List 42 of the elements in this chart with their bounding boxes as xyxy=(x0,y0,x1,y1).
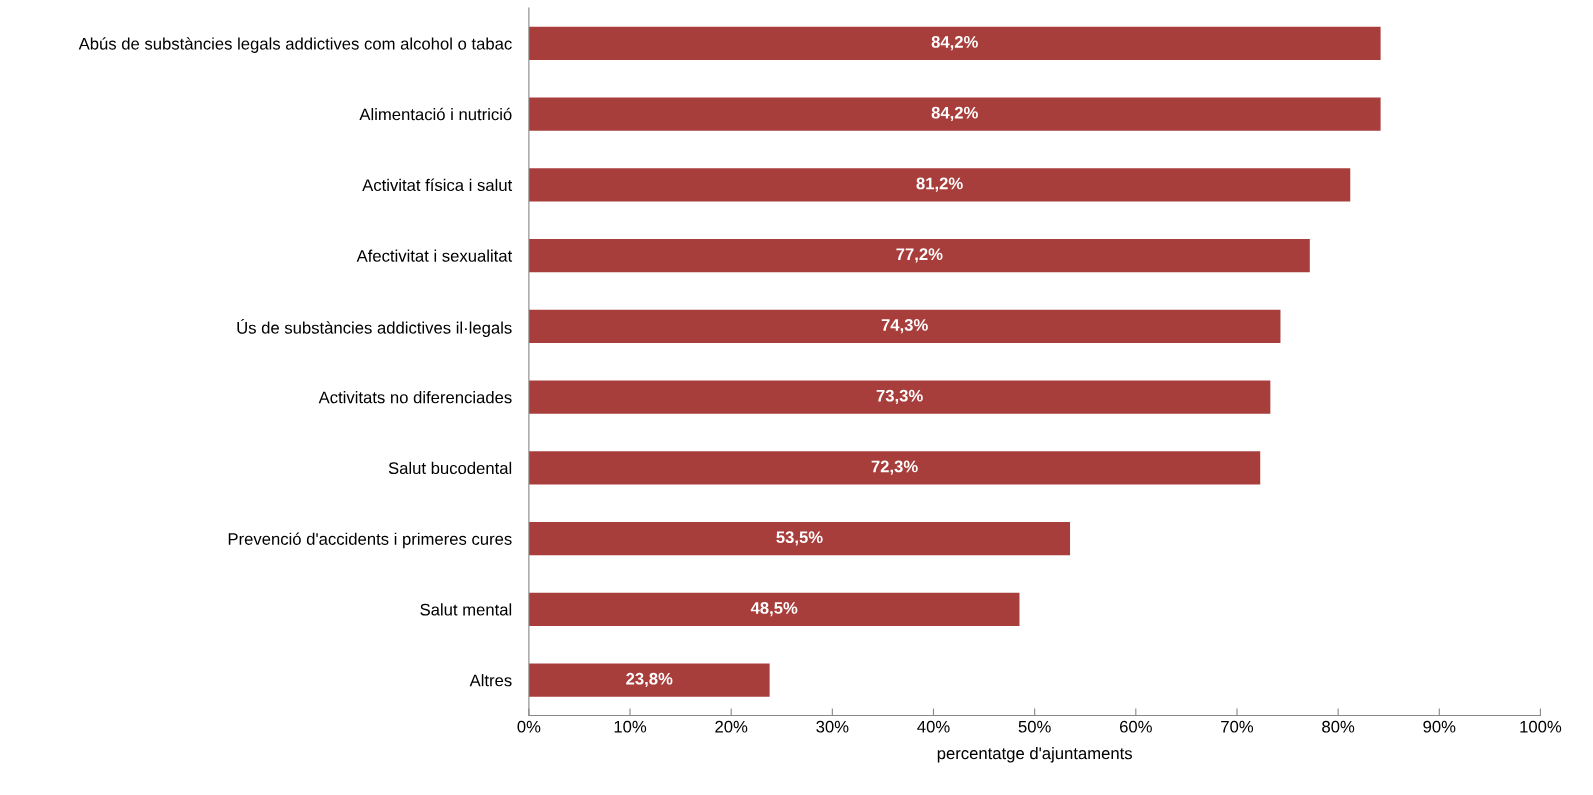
x-axis-title: percentatge d'ajuntaments xyxy=(937,747,1133,763)
x-tick-label: 60% xyxy=(1119,720,1152,733)
bar xyxy=(528,592,1020,626)
y-tick-label: Abús de substàncies legals addictives com alcohol o tabac xyxy=(78,37,512,53)
bar xyxy=(528,309,1281,343)
y-tick-label: Activitat física i salut xyxy=(362,178,513,192)
data-label: 81,2% xyxy=(916,177,963,192)
x-tick-label: 100% xyxy=(1520,720,1562,733)
bar xyxy=(528,451,1261,485)
x-tick-label: 90% xyxy=(1423,720,1456,733)
x-tick-label: 40% xyxy=(917,720,950,733)
data-label: 48,5% xyxy=(750,602,798,617)
bar xyxy=(528,168,1351,202)
x-tick-label: 30% xyxy=(816,720,849,733)
x-tick-label: 50% xyxy=(1018,720,1051,733)
data-label: 84,2% xyxy=(931,36,978,51)
data-label: 74,3% xyxy=(881,319,928,334)
x-tick-label: 20% xyxy=(715,720,748,733)
y-tick-label: Alimentació i nutrició xyxy=(359,107,512,121)
x-tick-label: 70% xyxy=(1221,720,1254,733)
data-label: 73,3% xyxy=(876,389,923,404)
bar xyxy=(528,380,1271,414)
bar xyxy=(528,521,1071,556)
x-tick-label: 80% xyxy=(1322,720,1355,733)
data-label: 53,5% xyxy=(776,531,823,546)
y-tick-label: Altres xyxy=(469,674,512,687)
y-tick-label: Activitats no diferenciades xyxy=(318,391,512,404)
data-label: 72,3% xyxy=(871,460,918,475)
x-tick-label: 0% xyxy=(517,720,541,733)
data-label: 77,2% xyxy=(896,248,943,263)
bar xyxy=(528,238,1310,273)
y-tick-label: Salut mental xyxy=(420,603,512,616)
y-tick-label: Afectivitat i sexualitat xyxy=(356,249,513,262)
y-tick-label: Prevenció d'accidents i primeres cures xyxy=(228,532,512,549)
bar xyxy=(528,97,1381,131)
x-tick-label: 10% xyxy=(614,720,647,733)
data-label: 23,8% xyxy=(626,672,673,688)
data-label: 84,2% xyxy=(931,106,978,121)
y-tick-label: Salut bucodental xyxy=(388,461,512,475)
bar xyxy=(528,663,770,697)
bar xyxy=(528,26,1381,60)
y-tick-label: Ús de substàncies addictives il·legals xyxy=(237,319,512,338)
